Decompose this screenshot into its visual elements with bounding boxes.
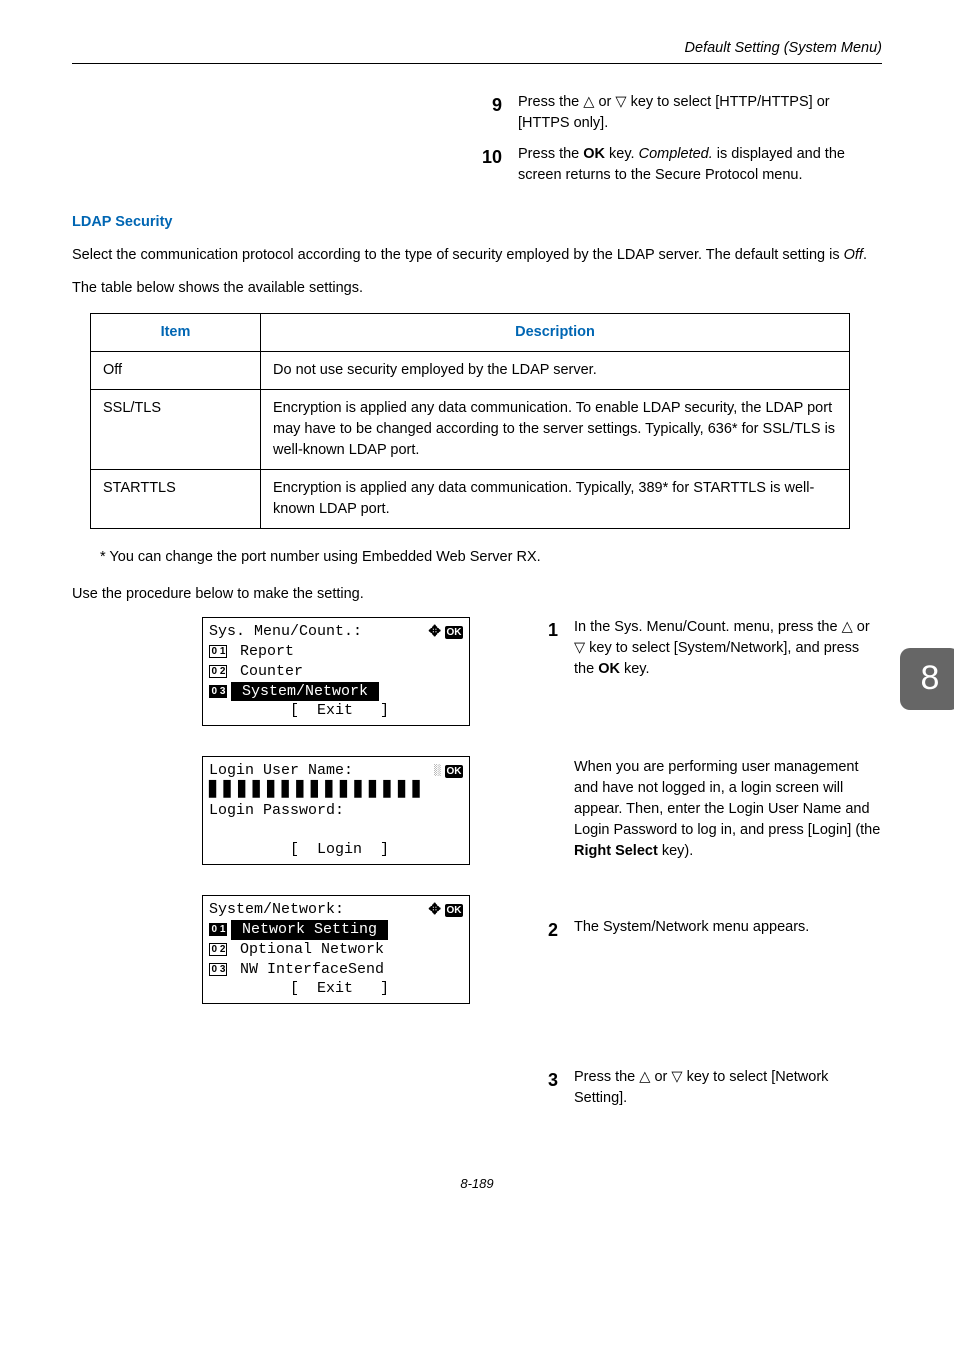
header-title: Default Setting (System Menu) xyxy=(685,40,882,56)
step-2: 2 The System/Network menu appears. xyxy=(528,917,882,1057)
step-number: 10 xyxy=(472,144,518,170)
section-p2: The table below shows the available sett… xyxy=(72,278,882,299)
num-icon: 0 2 xyxy=(209,665,227,678)
num-icon: 0 3 xyxy=(209,963,227,976)
step-text: Press the △ or ▽ key to select [HTTP/HTT… xyxy=(518,92,882,134)
step-text: Press the OK key. Completed. is displaye… xyxy=(518,144,882,186)
table-row: STARTTLS Encryption is applied any data … xyxy=(91,470,850,529)
lcd-screen-3: System/Network: ✥ OK 0 1 Network Setting… xyxy=(202,895,470,1004)
cursor-line: ▋▋▋▋▋▋▋▋▋▋▋▋▋▋▋ xyxy=(209,781,463,801)
chapter-tab: 8 xyxy=(900,648,954,710)
ok-icon: OK xyxy=(445,904,463,917)
step-text: In the Sys. Menu/Count. menu, press the … xyxy=(574,617,882,680)
settings-table: Item Description Off Do not use security… xyxy=(90,313,850,529)
num-icon: 0 2 xyxy=(209,943,227,956)
th-item: Item xyxy=(91,314,261,352)
step-number: 1 xyxy=(528,617,574,643)
selected-item: System/Network xyxy=(231,682,379,702)
step-3: 3 Press the △ or ▽ key to select [Networ… xyxy=(528,1067,882,1109)
selected-item: Network Setting xyxy=(231,920,388,940)
note-text: When you are performing user management … xyxy=(574,757,882,862)
steps-column: 1 In the Sys. Menu/Count. menu, press th… xyxy=(528,617,882,1119)
step-number: 9 xyxy=(472,92,518,118)
step-text: Press the △ or ▽ key to select [Network … xyxy=(574,1067,882,1109)
lcd-column: Sys. Menu/Count.: ✥ OK 0 1 Report 0 2 Co… xyxy=(202,617,470,1034)
dpad-icon: ✥ xyxy=(428,622,441,642)
lcd-screen-2: Login User Name: ░ OK ▋▋▋▋▋▋▋▋▋▋▋▋▋▋▋ Lo… xyxy=(202,756,470,865)
step-9: 9 Press the △ or ▽ key to select [HTTP/H… xyxy=(472,92,882,134)
procedure-intro: Use the procedure below to make the sett… xyxy=(72,584,882,605)
table-row: Off Do not use security employed by the … xyxy=(91,352,850,390)
step-number: 2 xyxy=(528,917,574,943)
lcd-screen-1: Sys. Menu/Count.: ✥ OK 0 1 Report 0 2 Co… xyxy=(202,617,470,726)
step-text: The System/Network menu appears. xyxy=(574,917,882,938)
note-block: When you are performing user management … xyxy=(528,757,882,907)
dpad-icon: ✥ xyxy=(428,900,441,920)
num-icon: 0 1 xyxy=(209,645,227,658)
page-header: Default Setting (System Menu) xyxy=(72,38,882,64)
num-icon: 0 3 xyxy=(209,685,227,698)
page-number: 8-189 xyxy=(72,1175,882,1194)
th-desc: Description xyxy=(261,314,850,352)
ok-icon: OK xyxy=(445,626,463,639)
step-1: 1 In the Sys. Menu/Count. menu, press th… xyxy=(528,617,882,747)
table-row: SSL/TLS Encryption is applied any data c… xyxy=(91,390,850,470)
section-p1: Select the communication protocol accord… xyxy=(72,245,882,266)
num-icon: 0 1 xyxy=(209,923,227,936)
footnote: * You can change the port number using E… xyxy=(100,547,882,568)
ok-icon: OK xyxy=(445,765,463,778)
step-number: 3 xyxy=(528,1067,574,1093)
step-10: 10 Press the OK key. Completed. is displ… xyxy=(472,144,882,186)
section-heading: LDAP Security xyxy=(72,212,882,233)
